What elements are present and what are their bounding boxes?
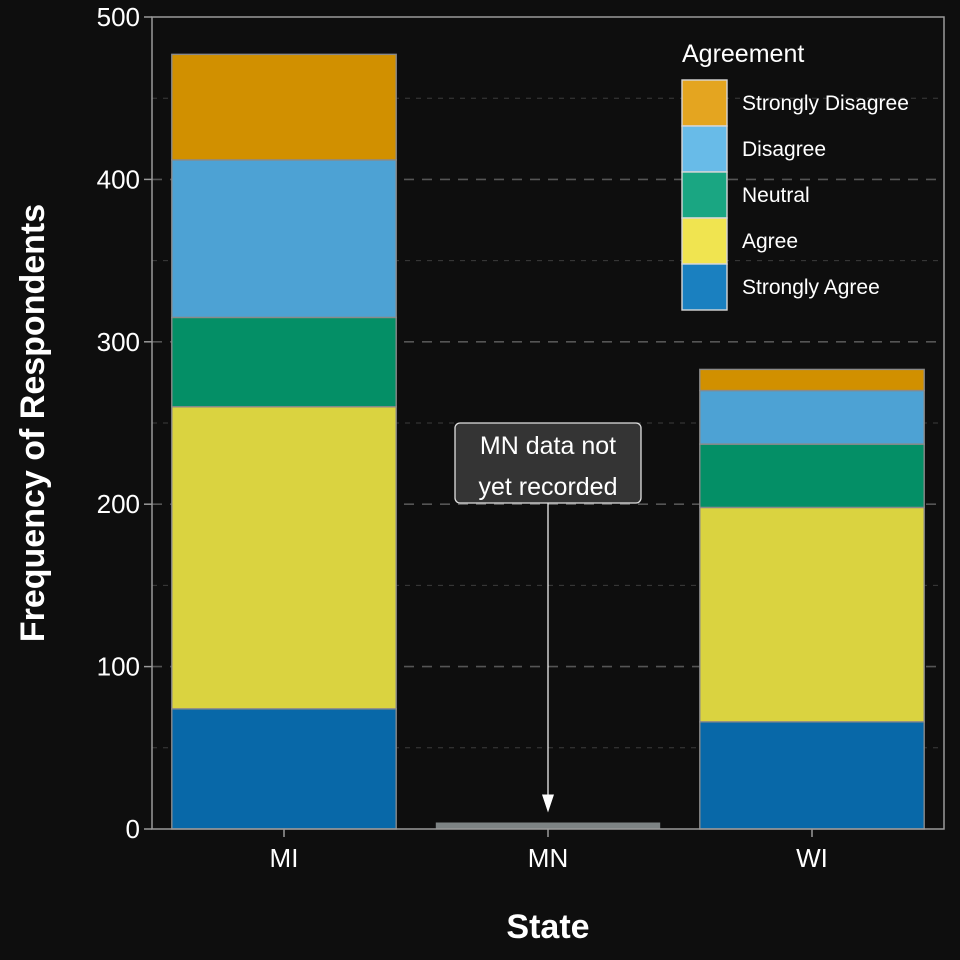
- legend-swatch-neutral: [681, 171, 728, 219]
- bar-segment-mi-strongly-agree: [171, 708, 397, 830]
- annotation: MN data not yet recorded: [454, 422, 642, 813]
- y-tick-label: 200: [97, 489, 140, 519]
- annotation-box: [454, 422, 642, 504]
- y-tick-label: 300: [97, 327, 140, 357]
- x-axis: MI MN WI: [270, 829, 828, 873]
- x-tick-label-mn: MN: [528, 843, 568, 873]
- x-tick-label-wi: WI: [796, 843, 828, 873]
- annotation-text-line: MN data not: [480, 432, 616, 460]
- bar-segment-wi-strongly-disagree: [699, 368, 925, 392]
- legend-label: Disagree: [742, 138, 826, 161]
- y-tick-label: 100: [97, 652, 140, 682]
- bar-segment-wi-agree: [699, 506, 925, 723]
- legend-label: Neutral: [742, 184, 810, 207]
- bars: [171, 53, 925, 830]
- annotation-arrow-head: [542, 794, 554, 813]
- bar-segment-wi-strongly-agree: [699, 721, 925, 830]
- y-axis-title: Frequency of Respondents: [14, 204, 52, 642]
- legend-title: Agreement: [682, 40, 804, 68]
- legend-label: Agree: [742, 230, 798, 253]
- bar-segment-mi-strongly-disagree: [171, 53, 397, 161]
- legend-swatch-strongly-disagree: [681, 79, 728, 127]
- x-axis-title: State: [506, 908, 589, 946]
- legend-swatch-disagree: [681, 125, 728, 173]
- y-tick-label: 400: [97, 164, 140, 194]
- legend-label: Strongly Disagree: [742, 92, 909, 115]
- legend-swatch-agree: [681, 217, 728, 265]
- bar-segment-mi-agree: [171, 406, 397, 710]
- annotation-text-line: yet recorded: [479, 473, 618, 501]
- bar-segment-mi-disagree: [171, 159, 397, 319]
- legend-swatch-strongly-agree: [681, 263, 728, 311]
- bar-segment-mi-neutral: [171, 316, 397, 408]
- y-tick-label: 0: [126, 814, 140, 844]
- legend: Agreement Strongly Disagree Disagree Neutr…: [681, 40, 909, 311]
- bar-segment-wi-disagree: [699, 389, 925, 445]
- x-tick-label-mi: MI: [270, 843, 299, 873]
- y-tick-label: 500: [97, 2, 140, 32]
- y-axis: 0 100 200 300 400 500: [97, 2, 152, 844]
- legend-label: Strongly Agree: [742, 276, 880, 299]
- bar-segment-wi-neutral: [699, 443, 925, 509]
- placeholder-bar-mn: [435, 822, 661, 829]
